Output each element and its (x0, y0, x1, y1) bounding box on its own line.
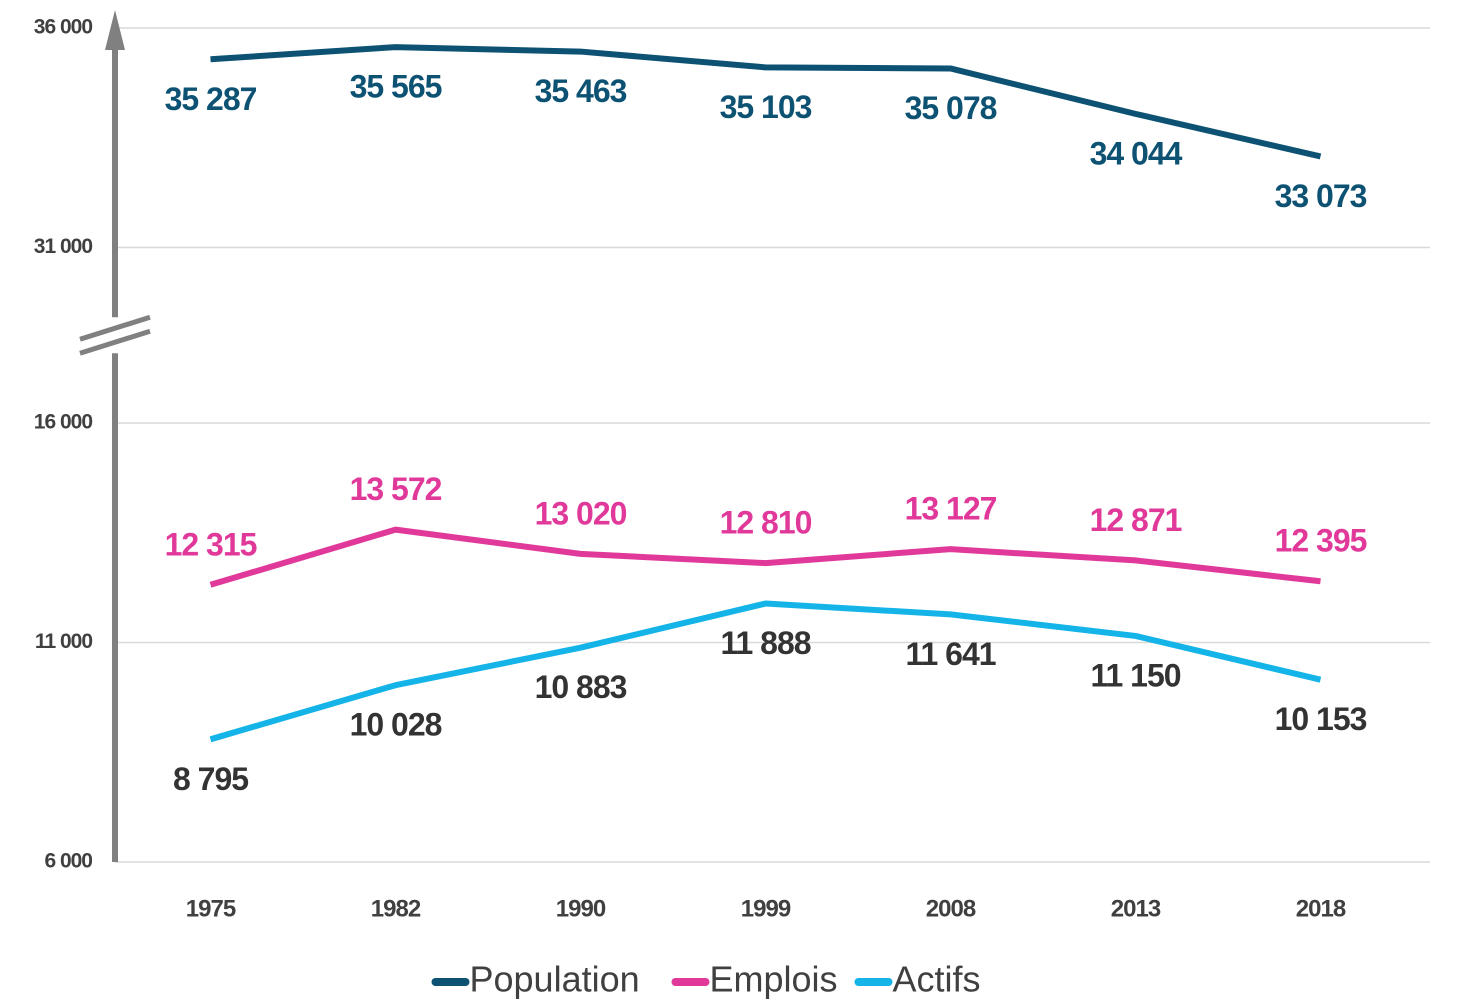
data-label: 12 871 (1090, 502, 1182, 538)
y-tick-label: 11 000 (35, 630, 92, 653)
data-label: 35 103 (720, 89, 812, 125)
line-series (210, 44, 1322, 160)
axis-break (79, 328, 151, 356)
axis-break (79, 314, 151, 342)
y-tick-label: 16 000 (34, 411, 93, 434)
x-tick-label: 2018 (1296, 895, 1346, 922)
data-label: 34 044 (1090, 135, 1183, 171)
data-label: 35 078 (905, 90, 997, 126)
x-tick-label: 2008 (926, 895, 976, 922)
data-label: 12 395 (1275, 523, 1367, 559)
axis-arrow (105, 10, 125, 50)
legend-label: Emplois (710, 959, 838, 1000)
data-label: 12 810 (720, 505, 812, 541)
y-tick-label: 6 000 (44, 850, 92, 873)
data-label: 35 287 (165, 81, 257, 117)
data-label: 35 565 (350, 69, 442, 105)
legend-label: Population (470, 959, 640, 1000)
data-label: 10 883 (535, 669, 627, 705)
data-label: 11 150 (1090, 657, 1180, 693)
data-label: 10 028 (350, 707, 442, 743)
data-label: 13 020 (535, 495, 627, 531)
data-label: 13 572 (350, 471, 442, 507)
x-tick-label: 1990 (556, 895, 606, 922)
data-label: 8 795 (173, 761, 248, 797)
data-label: 11 888 (720, 625, 810, 661)
data-label: 11 641 (905, 636, 995, 672)
data-label: 35 463 (535, 73, 627, 109)
data-label: 12 315 (165, 526, 257, 562)
y-tick-label: 36 000 (34, 16, 93, 39)
y-tick-label: 31 000 (34, 235, 93, 258)
line-series (209, 600, 1322, 743)
legend-label: Actifs (893, 959, 981, 1000)
x-tick-label: 1982 (371, 895, 421, 922)
x-tick-label: 1999 (741, 895, 791, 922)
data-label: 13 127 (905, 491, 997, 527)
x-tick-label: 2013 (1111, 895, 1161, 922)
data-label: 33 073 (1275, 178, 1367, 214)
x-tick-label: 1975 (186, 895, 236, 922)
data-label: 10 153 (1275, 701, 1367, 737)
line-series (209, 526, 1321, 588)
